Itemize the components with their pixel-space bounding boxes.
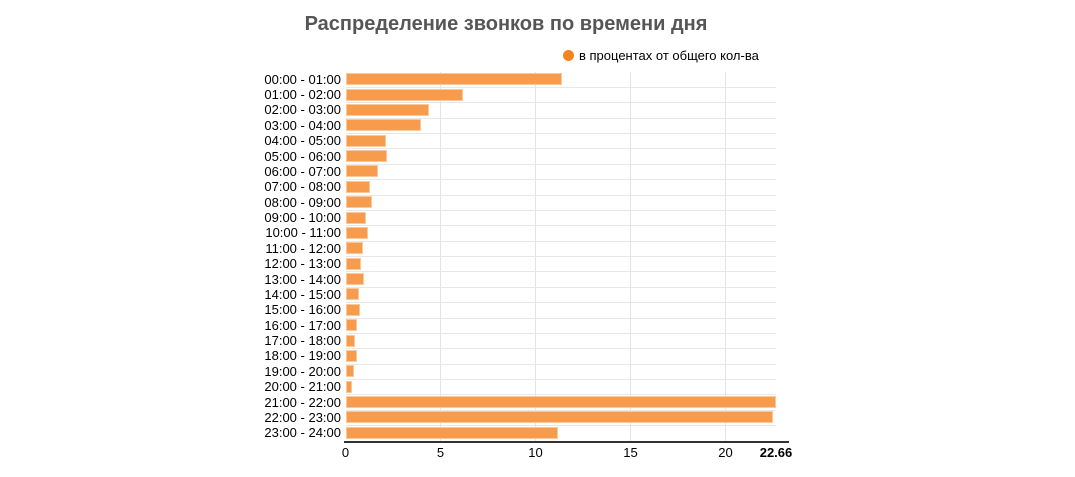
category-gridline [345, 332, 776, 334]
category-label: 08:00 - 09:00 [264, 194, 341, 210]
bar[interactable] [345, 303, 360, 316]
category-label: 09:00 - 10:00 [264, 210, 341, 226]
bar[interactable] [345, 119, 422, 132]
legend-bullet-icon [563, 50, 574, 61]
category-gridline [345, 86, 776, 88]
category-label: 18:00 - 19:00 [264, 348, 341, 364]
bar[interactable] [345, 426, 559, 439]
category-gridline [345, 194, 776, 196]
category-label: 14:00 - 15:00 [264, 286, 341, 302]
category-gridline [345, 256, 776, 257]
category-label: 23:00 - 24:00 [264, 425, 341, 441]
x-axis-line [344, 440, 789, 443]
category-gridline [345, 271, 776, 273]
bar[interactable] [345, 396, 776, 409]
category-gridline [345, 225, 776, 227]
category-gridline [345, 302, 776, 304]
bar[interactable] [345, 103, 430, 116]
category-gridline [345, 179, 776, 181]
bar[interactable] [345, 273, 364, 286]
bar[interactable] [345, 134, 387, 147]
category-gridline [345, 363, 776, 365]
bar[interactable] [345, 334, 355, 347]
x-max-label: 22.66 [759, 444, 793, 460]
category-gridline [345, 117, 776, 119]
category-gridline [345, 240, 776, 242]
category-label: 07:00 - 08:00 [264, 179, 341, 195]
bar[interactable] [345, 226, 369, 239]
bar[interactable] [345, 288, 359, 301]
category-label: 22:00 - 23:00 [264, 409, 341, 425]
bar[interactable] [345, 365, 355, 378]
category-label: 15:00 - 16:00 [264, 302, 341, 318]
chart-title: Распределение звонков по времени дня [304, 13, 708, 35]
legend-label: в процентах от общего кол-ва [579, 48, 759, 63]
bar[interactable] [345, 150, 388, 163]
bar[interactable] [345, 73, 563, 86]
category-label: 17:00 - 18:00 [264, 333, 341, 349]
category-label: 00:00 - 01:00 [264, 71, 341, 87]
x-tick-label: 20 [718, 444, 733, 460]
x-tick-label: 0 [341, 444, 350, 460]
bar[interactable] [345, 211, 367, 224]
category-label: 05:00 - 06:00 [264, 148, 341, 164]
bar[interactable] [345, 319, 357, 332]
x-tick-label: 15 [623, 444, 638, 460]
category-label: 02:00 - 03:00 [264, 102, 341, 118]
bar[interactable] [345, 349, 357, 362]
category-label: 01:00 - 02:00 [264, 87, 341, 103]
category-label: 12:00 - 13:00 [264, 256, 341, 272]
bar[interactable] [345, 88, 464, 101]
category-label: 06:00 - 07:00 [264, 163, 341, 179]
category-gridline [345, 286, 776, 288]
bar[interactable] [345, 242, 363, 255]
category-gridline [345, 394, 776, 396]
category-label: 04:00 - 05:00 [264, 133, 341, 149]
x-tick-label: 5 [436, 444, 445, 460]
bar[interactable] [345, 257, 361, 270]
category-gridline [345, 409, 776, 411]
category-gridline [345, 209, 776, 211]
category-gridline [345, 102, 776, 104]
category-gridline [345, 425, 776, 427]
category-label: 21:00 - 22:00 [264, 394, 341, 410]
category-gridline [345, 348, 776, 350]
category-label: 20:00 - 21:00 [264, 379, 341, 395]
x-tick-label: 10 [528, 444, 543, 460]
category-label: 10:00 - 11:00 [265, 225, 341, 241]
category-label: 11:00 - 12:00 [265, 240, 341, 256]
bar[interactable] [345, 196, 373, 209]
bar[interactable] [345, 380, 353, 393]
bar[interactable] [345, 165, 378, 178]
category-gridline [345, 317, 776, 319]
category-gridline [345, 133, 776, 134]
category-label: 13:00 - 14:00 [264, 271, 341, 287]
legend-item[interactable]: в процентах от общего кол-ва [563, 48, 759, 63]
category-gridline [345, 148, 776, 150]
bar[interactable] [345, 411, 773, 424]
category-gridline [345, 379, 776, 380]
category-label: 03:00 - 04:00 [264, 117, 341, 133]
category-label: 16:00 - 17:00 [264, 317, 341, 333]
category-gridline [345, 163, 776, 165]
category-label: 19:00 - 20:00 [264, 363, 341, 379]
bar[interactable] [345, 180, 371, 193]
